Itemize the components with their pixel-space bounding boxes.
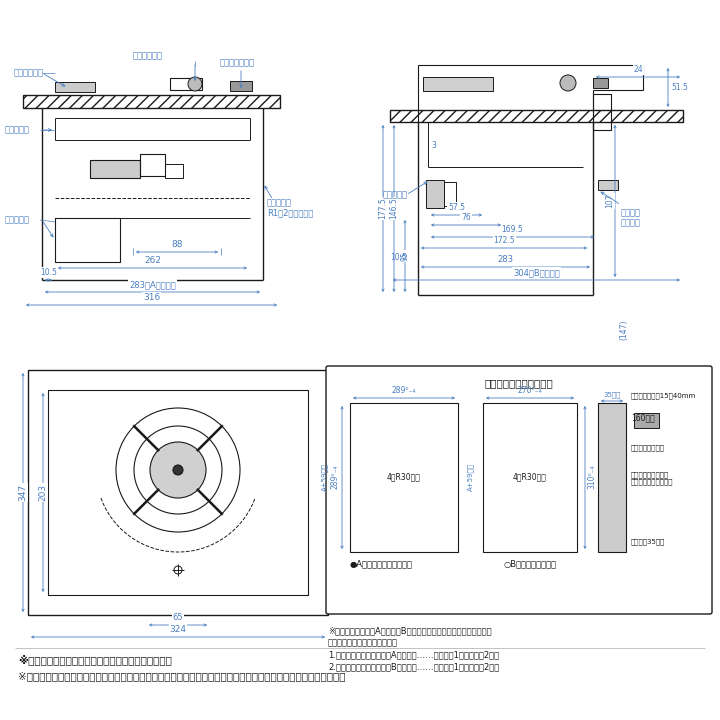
Text: ※単体設置タイプにつきオーブン接続はできません。: ※単体設置タイプにつきオーブン接続はできません。 xyxy=(18,654,172,665)
Text: 電池ケース: 電池ケース xyxy=(5,215,30,225)
Text: A+59以上: A+59以上 xyxy=(468,463,474,491)
Text: 2.ワークトップ穴開け寸法Bタイプ　……　前後冄1ケ使用（誈2ケ）: 2.ワークトップ穴開け寸法Bタイプ …… 前後冄1ケ使用（誈2ケ） xyxy=(328,662,499,671)
Text: 51.5: 51.5 xyxy=(671,83,688,91)
Text: 177.5: 177.5 xyxy=(378,197,387,220)
Text: ※本機器は防火性能評定品であり、周図に可燃物がある場合は防火性能評定品ラベル内容に従って設置してください: ※本機器は防火性能評定品であり、周図に可燃物がある場合は防火性能評定品ラベル内容… xyxy=(18,671,346,681)
Text: 4－R30以下: 4－R30以下 xyxy=(513,472,547,482)
Bar xyxy=(423,77,493,91)
Bar xyxy=(634,413,659,428)
Text: 283: 283 xyxy=(498,255,513,264)
Bar xyxy=(230,81,252,91)
Text: 水切り鍌35以上: 水切り鍌35以上 xyxy=(631,539,665,545)
Text: 310⁰₋₄: 310⁰₋₄ xyxy=(588,464,596,490)
Text: 1.ワークトップ穴開け寸法Aタイプ　……　左右冄1ケ使用（誈2ケ）: 1.ワークトップ穴開け寸法Aタイプ …… 左右冄1ケ使用（誈2ケ） xyxy=(328,650,499,659)
Text: A+59以上: A+59以上 xyxy=(322,463,328,491)
Circle shape xyxy=(150,442,206,498)
Text: 160以上: 160以上 xyxy=(631,413,654,423)
Bar xyxy=(593,94,611,130)
Bar xyxy=(598,180,618,190)
Bar xyxy=(28,370,328,615)
Text: 10.5: 10.5 xyxy=(40,268,57,277)
Text: 10.5: 10.5 xyxy=(390,253,407,263)
Text: 76: 76 xyxy=(461,213,471,222)
Text: 146.5: 146.5 xyxy=(389,197,398,220)
Text: 262: 262 xyxy=(144,256,161,265)
Text: 3: 3 xyxy=(431,140,436,150)
Circle shape xyxy=(188,77,202,91)
Bar xyxy=(55,218,120,262)
Bar xyxy=(48,390,308,595)
Text: 4－R30以下: 4－R30以下 xyxy=(387,472,421,482)
Text: 283（Aタイプ）: 283（Aタイプ） xyxy=(129,280,176,289)
Circle shape xyxy=(560,75,576,91)
Text: ワークトップ穴開け寸法: ワークトップ穴開け寸法 xyxy=(485,378,554,388)
Text: 本体取付
アングル: 本体取付 アングル xyxy=(621,208,641,228)
Bar xyxy=(140,154,165,176)
Text: 65: 65 xyxy=(173,613,184,622)
Text: 347: 347 xyxy=(18,484,27,501)
Text: 304（Bタイプ）: 304（Bタイプ） xyxy=(513,268,560,277)
Text: カウンター厚み15～40mm: カウンター厚み15～40mm xyxy=(631,392,696,400)
FancyBboxPatch shape xyxy=(326,366,712,614)
Bar xyxy=(390,110,683,122)
Bar xyxy=(426,180,444,208)
Text: 57.5: 57.5 xyxy=(448,203,465,212)
Bar xyxy=(55,82,95,92)
Text: 289⁰₋₄: 289⁰₋₄ xyxy=(392,386,416,395)
Text: (147): (147) xyxy=(619,320,628,341)
Text: 本体案内撔: 本体案内撔 xyxy=(383,191,408,199)
Bar xyxy=(483,403,577,552)
Bar xyxy=(444,182,456,206)
Bar xyxy=(90,160,140,178)
Text: 172.5: 172.5 xyxy=(493,236,515,245)
Text: 203: 203 xyxy=(38,484,47,501)
Text: ガス接続口
R1／2（オネジ）: ガス接続口 R1／2（オネジ） xyxy=(267,198,313,217)
Bar xyxy=(170,78,202,90)
Text: 95: 95 xyxy=(400,251,409,261)
Text: 169.5: 169.5 xyxy=(502,225,523,234)
Bar xyxy=(598,403,626,552)
Text: 289⁰₋₄: 289⁰₋₄ xyxy=(330,464,340,490)
Text: 88: 88 xyxy=(171,240,183,249)
Text: 電池交換必要寸法: 電池交換必要寸法 xyxy=(631,445,665,451)
Text: 本体案内撔: 本体案内撔 xyxy=(5,125,30,135)
Text: 35以上: 35以上 xyxy=(603,392,621,398)
Text: 本体案内撔の取付位置について: 本体案内撔の取付位置について xyxy=(328,638,398,647)
Text: 器具栓つまみ: 器具栓つまみ xyxy=(133,52,163,60)
Bar xyxy=(350,403,458,552)
Text: 316: 316 xyxy=(143,293,160,302)
Circle shape xyxy=(173,465,183,475)
Bar xyxy=(593,78,608,88)
Text: 電池交換サイン: 電池交換サイン xyxy=(220,58,255,68)
Bar xyxy=(23,95,280,108)
Text: 温度センサー: 温度センサー xyxy=(14,68,44,78)
Text: 電池交換出来る様に
配置されていること。: 電池交換出来る様に 配置されていること。 xyxy=(631,471,673,485)
Text: 24: 24 xyxy=(633,65,643,74)
Text: ●Aタイプ（標準穴寸法）: ●Aタイプ（標準穴寸法） xyxy=(350,559,413,569)
Bar xyxy=(165,164,183,178)
Text: ※取替にあたって、Aタイプ・Bタイプのどちらでも設置が可能です。: ※取替にあたって、Aタイプ・Bタイプのどちらでも設置が可能です。 xyxy=(328,626,492,635)
Text: 107: 107 xyxy=(605,194,614,208)
Text: ○Bタイプ（穴寸法）: ○Bタイプ（穴寸法） xyxy=(503,559,556,569)
Text: 324: 324 xyxy=(169,625,186,634)
Text: 270⁰₋₄: 270⁰₋₄ xyxy=(518,386,542,395)
